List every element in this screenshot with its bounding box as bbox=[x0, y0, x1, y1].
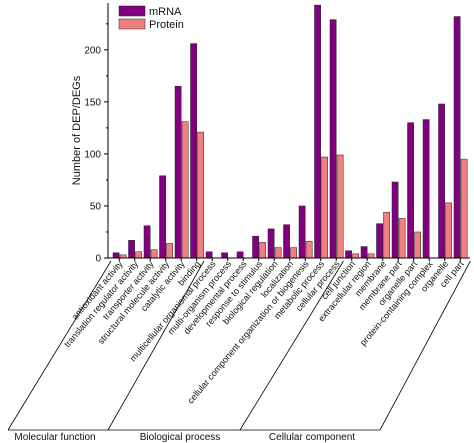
bar-mrna bbox=[221, 252, 228, 259]
bar-mrna bbox=[112, 252, 120, 259]
bar-mrna bbox=[453, 16, 461, 259]
group-divider-line bbox=[379, 260, 471, 431]
bar-mrna bbox=[376, 223, 383, 259]
bar-protein bbox=[460, 158, 468, 259]
bar-mrna bbox=[314, 4, 321, 259]
group-label: Biological process bbox=[140, 432, 221, 443]
bar-protein bbox=[414, 231, 421, 259]
bar-mrna bbox=[159, 175, 166, 259]
bar-mrna bbox=[329, 19, 337, 259]
group-divider-line bbox=[7, 260, 112, 431]
y-tick-label: 200 bbox=[84, 45, 101, 56]
bar-mrna bbox=[298, 205, 306, 259]
bar-protein bbox=[445, 202, 452, 259]
bar-protein bbox=[181, 121, 189, 259]
bar-protein bbox=[352, 253, 359, 259]
bar-mrna bbox=[236, 251, 244, 259]
legend-label-mrna: mRNA bbox=[149, 6, 182, 18]
bar-protein bbox=[135, 251, 142, 259]
bar-protein bbox=[274, 247, 282, 259]
legend-swatch-protein bbox=[118, 18, 146, 30]
bar-protein bbox=[259, 242, 266, 259]
bar-protein bbox=[290, 247, 297, 259]
y-tick-label: 0 bbox=[95, 254, 101, 265]
bar-protein bbox=[150, 249, 158, 259]
y-tick-label: 100 bbox=[84, 149, 101, 160]
bar-mrna bbox=[360, 246, 368, 259]
bar-mrna bbox=[422, 119, 430, 259]
bar-mrna bbox=[252, 235, 259, 259]
bar-mrna bbox=[205, 251, 213, 259]
y-axis-title: Number of DEP/DEGs bbox=[71, 75, 83, 185]
bar-mrna bbox=[128, 240, 135, 259]
bar-mrna bbox=[438, 103, 445, 259]
bar-mrna bbox=[345, 250, 352, 259]
bar-protein bbox=[367, 253, 375, 259]
bar-protein bbox=[166, 243, 173, 259]
y-tick-label: 50 bbox=[90, 201, 102, 212]
bar-mrna bbox=[407, 122, 414, 259]
y-tick-label: 150 bbox=[84, 97, 101, 108]
group-label: Cellular component bbox=[269, 432, 355, 443]
group-divider-line bbox=[239, 260, 344, 431]
bar-mrna bbox=[283, 224, 290, 259]
bar-mrna bbox=[190, 43, 197, 259]
bar-protein bbox=[336, 154, 344, 259]
bar-protein bbox=[305, 241, 313, 259]
group-divider-line bbox=[107, 260, 205, 431]
bar-mrna bbox=[143, 225, 151, 259]
bar-protein bbox=[197, 131, 204, 259]
bar-protein bbox=[321, 156, 328, 259]
bar-mrna bbox=[267, 228, 275, 259]
bar-mrna bbox=[391, 181, 399, 259]
bar-protein bbox=[398, 218, 406, 259]
legend-swatch-mrna bbox=[118, 5, 146, 17]
group-label: Molecular function bbox=[14, 432, 95, 443]
bar-protein bbox=[383, 211, 390, 259]
legend-label-protein: Protein bbox=[149, 19, 184, 31]
bar-mrna bbox=[174, 86, 182, 259]
